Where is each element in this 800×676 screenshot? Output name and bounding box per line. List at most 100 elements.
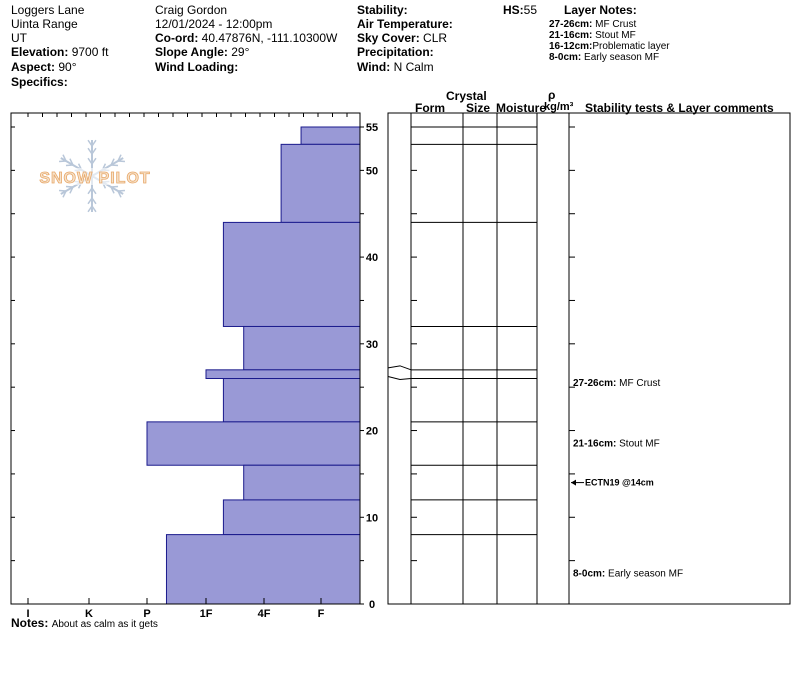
snowflake-branch (91, 187, 97, 195)
location-name: Loggers Lane (11, 3, 85, 17)
layer-note: 8-0cm: Early season MF (549, 52, 659, 63)
layer-note: 27-26cm: MF Crust (549, 19, 636, 30)
comments-header: Stability tests & Layer comments (585, 101, 774, 115)
snowflake-branch (91, 205, 97, 213)
sky-value: CLR (423, 31, 448, 45)
layer-note-range: 21-16cm: (549, 30, 593, 41)
snowflake-branch (87, 205, 93, 213)
height-tick-label: 30 (366, 339, 378, 351)
slope-value: 29° (231, 45, 250, 59)
snowflake-branch (62, 190, 67, 198)
layer-note: 21-16cm: Stout MF (549, 30, 636, 41)
crust-connector-bottom (387, 376, 412, 381)
rho-header: ρ (548, 88, 556, 102)
specifics-label: Specifics: (11, 75, 68, 89)
height-tick-label: 0 (369, 599, 375, 611)
hardness-tick-label: 1F (200, 608, 213, 620)
snowflake-branch (117, 154, 122, 162)
hardness-bar (243, 325, 361, 371)
layer-note-text: Early season MF (584, 52, 660, 63)
layer-note: 16-12cm:Problematic layer (549, 41, 670, 52)
hs: HS:55 (503, 3, 537, 17)
hardness-tick-label: I (26, 608, 29, 620)
crystal-header: Crystal (446, 89, 487, 103)
wind-loading-label: Wind Loading: (155, 60, 239, 74)
height-tick-label: 10 (366, 512, 378, 524)
observer-name: Craig Gordon (155, 3, 228, 17)
snowflake-branch (87, 197, 93, 205)
layer-notes-title: Layer Notes: (564, 3, 637, 17)
hardness-bar (243, 464, 361, 501)
hardness-bar (222, 378, 361, 423)
wind: Wind: N Calm (357, 60, 434, 74)
height-tick-label: 40 (366, 252, 378, 264)
snowflake-branch (65, 185, 74, 188)
layer-comment-range: 8-0cm: (573, 569, 605, 580)
snowflake-branch (87, 147, 93, 155)
hardness-tick-label: 4F (258, 608, 271, 620)
elevation-label: Elevation: (11, 45, 69, 59)
state-name: UT (11, 31, 27, 45)
crust-connector-top (387, 365, 412, 371)
slope-angle: Slope Angle: 29° (155, 45, 249, 59)
aspect-label: Aspect: (11, 60, 56, 74)
layer-note-text: Stout MF (595, 30, 636, 41)
hardness-bar (205, 369, 361, 380)
precip-label: Precipitation: (357, 45, 434, 59)
range-name: Uinta Range (11, 17, 78, 31)
snowflake-branch (110, 164, 119, 167)
snowflake-branch (117, 160, 126, 163)
snowflake-branch (110, 185, 119, 188)
layer-comment: 21-16cm: Stout MF (573, 439, 660, 450)
air-temp-label: Air Temperature: (357, 17, 453, 31)
chart-axes: I K P 1F 4F F 0 10 20 30 40 50 55 ECTN19 @14cm 27-26cm… (10, 112, 791, 620)
snowflake-branch (91, 157, 97, 165)
obs-datetime: 12/01/2024 - 12:00pm (155, 17, 273, 31)
coord-label: Co-ord: (155, 31, 199, 45)
hardness-tick-label: K (85, 608, 93, 620)
snowflake-branch (62, 154, 67, 162)
hardness-tick-label: F (318, 608, 325, 620)
density-unit-header: kg/m³ (544, 101, 574, 113)
layer-comment-range: 21-16cm: (573, 439, 616, 450)
snowflake-branch (117, 189, 126, 192)
stability-label: Stability: (357, 3, 408, 17)
hardness-bar (280, 143, 361, 223)
snowflake-branch (87, 157, 93, 165)
snowflake-branch (117, 190, 122, 198)
snowflake-branch (87, 187, 93, 195)
layer-note-range: 16-12cm: (549, 41, 593, 52)
hardness-bars (146, 126, 361, 605)
hardness-bar (300, 126, 361, 145)
snowflake-branch (69, 186, 74, 194)
sky-cover: Sky Cover: CLR (357, 31, 447, 45)
sky-label: Sky Cover: (357, 31, 420, 45)
logo-text: SNOW PILOT (39, 170, 150, 187)
slope-label: Slope Angle: (155, 45, 228, 59)
form-header: Form (415, 101, 445, 115)
snowflake-branch (91, 197, 97, 205)
test-label: ECTN19 @14cm (585, 478, 654, 488)
layer-comment-text: MF Crust (616, 378, 660, 389)
hs-label: HS: (503, 3, 524, 17)
layer-comment: 27-26cm: MF Crust (573, 378, 660, 389)
layer-comment-range: 27-26cm: (573, 378, 616, 389)
hardness-bar (146, 421, 361, 466)
height-tick-label: 20 (366, 426, 378, 438)
aspect: Aspect: 90° (11, 60, 77, 74)
coordinates: Co-ord: 40.47876N, -111.10300W (155, 31, 337, 45)
notes-text: About as calm as it gets (51, 619, 158, 630)
snowflake-branch (87, 139, 93, 147)
size-header: Size (466, 101, 491, 115)
layer-comment: 8-0cm: Early season MF (573, 569, 683, 580)
logo-text-backdrop (36, 168, 156, 185)
snowflake-branch (110, 186, 115, 194)
notes-label: Notes: (11, 616, 49, 630)
snowflake-branch (58, 189, 67, 192)
elevation: Elevation: 9700 ft (11, 45, 108, 59)
hardness-bar (222, 499, 361, 536)
layer-comment-text: Early season MF (605, 569, 683, 580)
hs-value: 55 (523, 3, 538, 17)
layer-note-range: 8-0cm: (549, 52, 582, 63)
